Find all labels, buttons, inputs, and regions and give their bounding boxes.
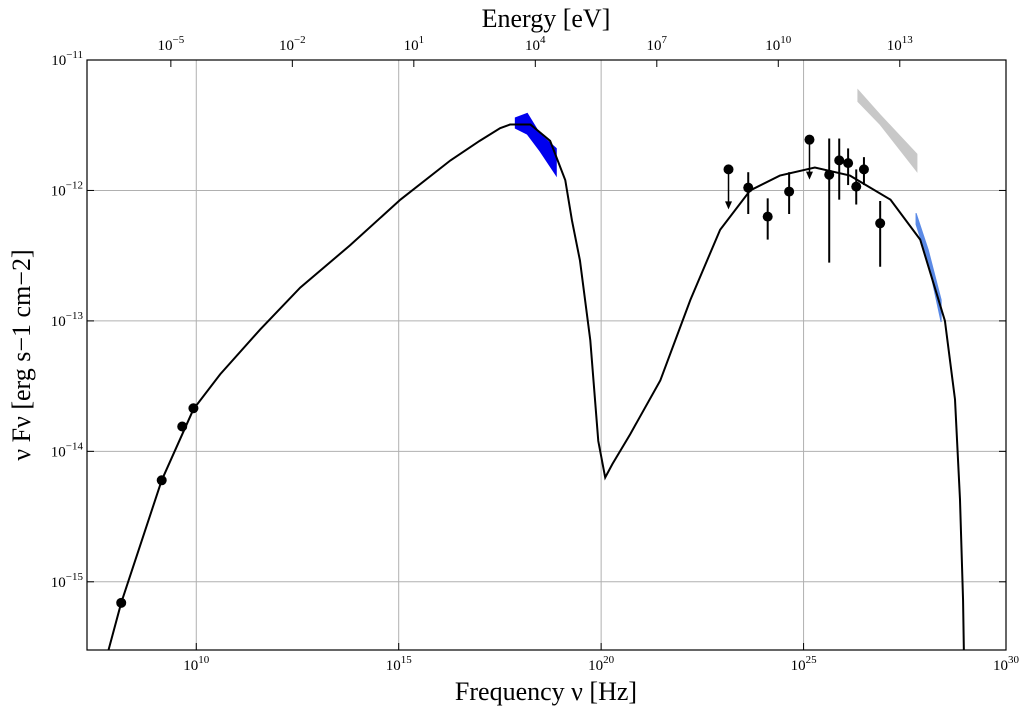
plot-frame: [86, 59, 1007, 651]
x2-tick-label: 101: [404, 34, 425, 54]
x-tick-label: 1020: [588, 654, 615, 674]
x2-tick-label: 10−5: [157, 34, 184, 54]
x2-tick-label: 10−2: [279, 34, 306, 54]
ticks: 1010 1015 1020 1025 1030 10−15 10−14 10−13 10−12…: [51, 34, 1020, 674]
x2-axis-label: Energy [eV]: [482, 4, 611, 33]
data-point: [804, 134, 815, 145]
data-point: [834, 155, 845, 166]
data-point: [116, 597, 127, 608]
x-tick-label: 1030: [993, 654, 1020, 674]
x2-tick-label: 104: [525, 34, 546, 54]
data-point: [858, 164, 869, 175]
x-tick-label: 1025: [791, 654, 818, 674]
data-point: [784, 186, 795, 197]
y-tick-label: 10−15: [51, 571, 84, 591]
x-axis-label: Frequency ν [Hz]: [455, 677, 637, 706]
data-point: [156, 475, 167, 486]
data-point: [177, 421, 188, 432]
y-tick-label: 10−12: [51, 179, 83, 199]
y-tick-label: 10−11: [51, 49, 83, 69]
data-point: [762, 211, 773, 222]
model-curve: [107, 123, 965, 650]
data-point: [188, 403, 199, 414]
y-axis-label: ν Fν [erg s−1 cm−2]: [7, 249, 36, 460]
x-tick-label: 1015: [386, 654, 413, 674]
data-point: [824, 169, 835, 180]
plot-area: [107, 88, 965, 650]
data-point: [851, 181, 862, 192]
data-point: [843, 158, 854, 169]
upper-limit-head: [725, 201, 733, 210]
bowtie-band: [857, 88, 918, 173]
x2-tick-label: 1010: [765, 34, 792, 54]
data-point: [875, 218, 886, 229]
y-tick-label: 10−13: [51, 310, 84, 330]
y-tick-label: 10−14: [51, 440, 84, 460]
x-tick-label: 1010: [183, 654, 210, 674]
data-point: [723, 164, 734, 175]
x2-tick-label: 107: [647, 34, 668, 54]
x2-tick-label: 1013: [887, 34, 914, 54]
bowtie-band: [514, 112, 557, 178]
bowtie-band: [915, 212, 942, 323]
data-point: [743, 182, 754, 193]
upper-limit-head: [805, 171, 813, 180]
